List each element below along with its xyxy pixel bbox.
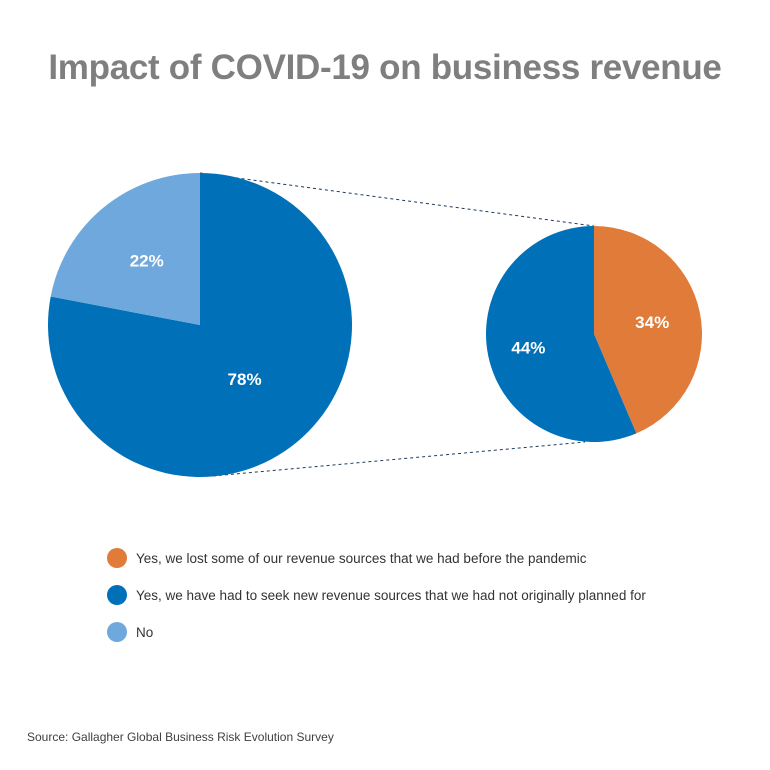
secondary-pie-slice-label-1: 44% xyxy=(511,338,545,357)
secondary-pie-slice-label-0: 34% xyxy=(635,313,669,332)
legend-label: Yes, we have had to seek new revenue sou… xyxy=(136,587,646,603)
secondary-pie: 34% 44% xyxy=(486,226,703,443)
source-note: Source: Gallagher Global Business Risk E… xyxy=(27,730,334,744)
secondary-pie-slice-0 xyxy=(594,226,703,434)
legend-item: Yes, we lost some of our revenue sources… xyxy=(107,546,646,570)
legend: Yes, we lost some of our revenue sources… xyxy=(107,546,646,657)
main-pie-slice-1 xyxy=(50,173,200,325)
main-pie: 78% 22% xyxy=(47,173,352,477)
legend-swatch xyxy=(107,548,127,568)
connector-line-bottom xyxy=(212,441,586,477)
main-pie-slice-label-1: 22% xyxy=(130,252,164,271)
legend-item: No xyxy=(107,620,646,644)
main-pie-slice-0 xyxy=(47,173,352,477)
legend-swatch xyxy=(107,585,127,605)
chart-title: Impact of COVID-19 on business revenue xyxy=(48,48,722,87)
legend-item: Yes, we have had to seek new revenue sou… xyxy=(107,583,646,607)
secondary-pie-slice-1 xyxy=(486,226,637,443)
main-pie-slice-label-0: 78% xyxy=(228,370,262,389)
connector-line-top xyxy=(199,172,595,227)
legend-swatch xyxy=(107,622,127,642)
legend-label: No xyxy=(136,624,154,640)
legend-label: Yes, we lost some of our revenue sources… xyxy=(136,550,587,566)
